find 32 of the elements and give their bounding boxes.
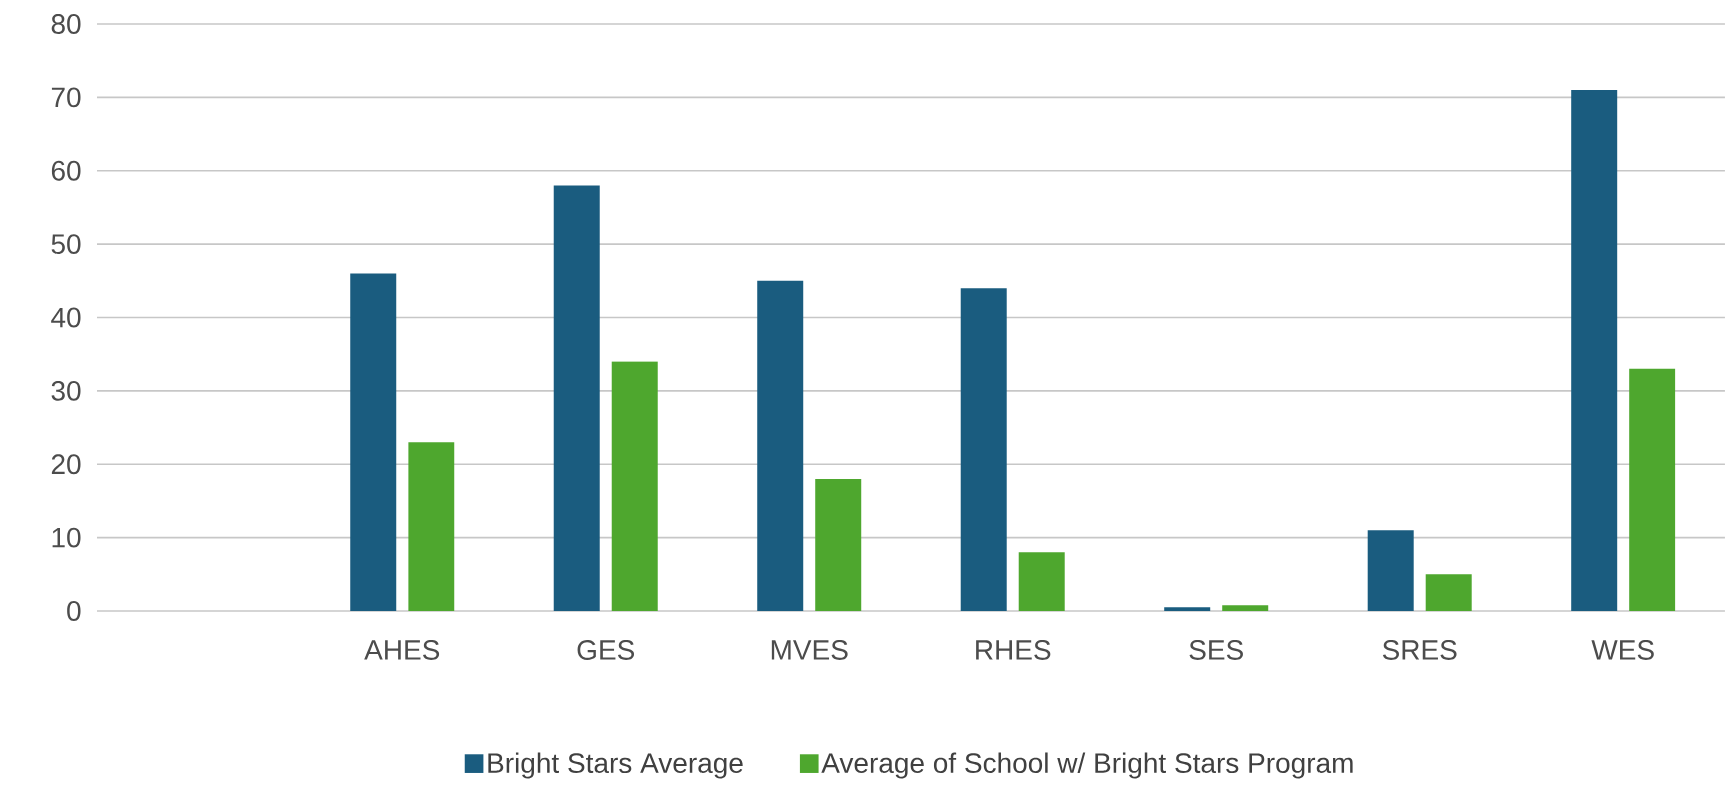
x-tick-label: GES — [577, 640, 635, 660]
legend-label: Average of School w/ Bright Stars Program — [821, 752, 1353, 779]
y-tick-label: 10 — [52, 527, 81, 548]
bar — [350, 273, 397, 611]
y-tick-label: 50 — [51, 234, 81, 255]
x-tick-label: SES — [1189, 640, 1243, 660]
y-tick-label: 30 — [51, 380, 81, 401]
bar — [757, 280, 804, 611]
bar — [611, 361, 658, 611]
bar — [1571, 90, 1618, 611]
legend-label: Bright Stars Average — [488, 752, 743, 779]
bar — [408, 442, 455, 611]
x-tick-label: WES — [1591, 640, 1654, 660]
bar — [1629, 368, 1676, 611]
y-tick-label: 80 — [51, 14, 81, 34]
y-tick-label: 40 — [51, 307, 81, 328]
bar — [1164, 607, 1211, 611]
y-tick-label: 60 — [51, 160, 81, 181]
bar — [960, 288, 1007, 611]
y-tick-label: 20 — [51, 454, 81, 475]
bar — [553, 185, 600, 611]
bar — [1222, 605, 1269, 611]
y-tick-label: 0 — [67, 601, 81, 621]
y-tick-label: 70 — [51, 87, 81, 108]
x-tick-label: AHES — [364, 640, 440, 660]
x-tick-label: RHES — [976, 640, 1051, 660]
x-tick-label: MVES — [771, 640, 848, 660]
bar — [1425, 574, 1472, 611]
bar — [1018, 552, 1065, 611]
x-tick-label: SRES — [1382, 640, 1457, 660]
bar — [815, 478, 862, 611]
bar — [1367, 530, 1414, 611]
